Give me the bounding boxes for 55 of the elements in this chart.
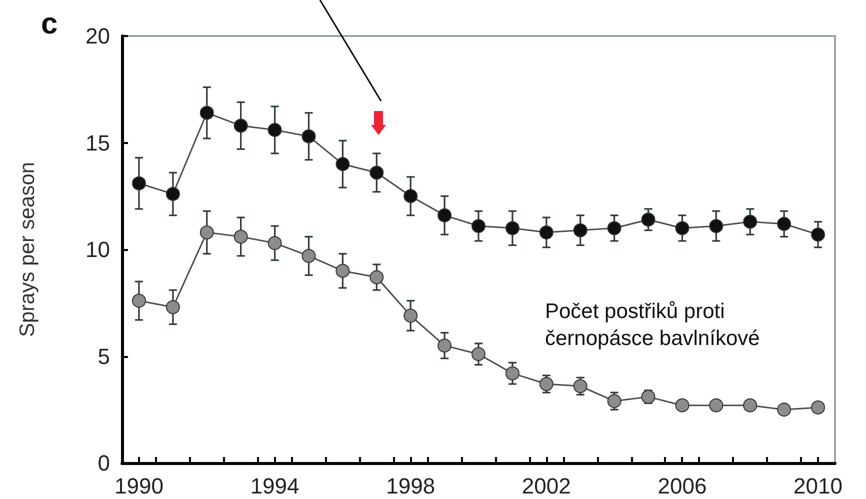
y-tick-label: 5 bbox=[98, 344, 110, 369]
point bbox=[607, 394, 622, 408]
point bbox=[370, 166, 384, 180]
chart-title: c bbox=[41, 8, 58, 40]
y-tick-label: 15 bbox=[86, 130, 110, 156]
point bbox=[675, 398, 690, 412]
point bbox=[268, 236, 282, 250]
point bbox=[336, 264, 350, 278]
y-tick-label: 20 bbox=[86, 24, 110, 48]
point bbox=[777, 402, 792, 417]
point bbox=[777, 216, 792, 231]
y-axis-title: Sprays per season bbox=[16, 162, 39, 338]
x-tick-label: 1990 bbox=[114, 474, 164, 498]
x-tick-label: 2006 bbox=[658, 474, 707, 498]
point bbox=[573, 379, 588, 394]
point bbox=[573, 223, 588, 238]
x-tick-label: 1998 bbox=[386, 474, 436, 498]
point bbox=[472, 347, 486, 362]
point bbox=[539, 225, 554, 240]
point bbox=[472, 219, 486, 234]
point bbox=[505, 221, 520, 236]
point bbox=[132, 294, 146, 308]
point bbox=[302, 248, 316, 263]
point bbox=[505, 366, 520, 380]
point bbox=[166, 186, 180, 201]
point bbox=[336, 157, 350, 172]
point bbox=[200, 106, 214, 120]
point bbox=[438, 208, 452, 222]
point bbox=[234, 118, 248, 133]
point bbox=[811, 400, 826, 414]
point bbox=[811, 228, 826, 242]
x-tick-label: 1994 bbox=[250, 474, 300, 498]
point bbox=[641, 212, 656, 227]
y-tick-label: 0 bbox=[98, 450, 110, 476]
point bbox=[404, 189, 418, 204]
point bbox=[539, 377, 554, 391]
point bbox=[132, 176, 146, 190]
point bbox=[607, 221, 622, 236]
point bbox=[370, 270, 384, 284]
point bbox=[709, 219, 724, 234]
point bbox=[404, 308, 418, 323]
point bbox=[675, 221, 690, 236]
point bbox=[234, 230, 248, 244]
annotation: Počet postřiků proti černopásce bavlníkové bbox=[545, 299, 761, 352]
x-tick-label: 2002 bbox=[522, 474, 571, 498]
point bbox=[302, 129, 316, 144]
point bbox=[166, 300, 180, 314]
point bbox=[743, 398, 758, 412]
point bbox=[438, 338, 452, 353]
point bbox=[743, 214, 758, 229]
point bbox=[268, 122, 282, 137]
point bbox=[200, 225, 214, 240]
y-tick-label: 10 bbox=[86, 237, 110, 262]
x-tick-label: 2010 bbox=[794, 474, 842, 498]
point bbox=[709, 398, 724, 412]
